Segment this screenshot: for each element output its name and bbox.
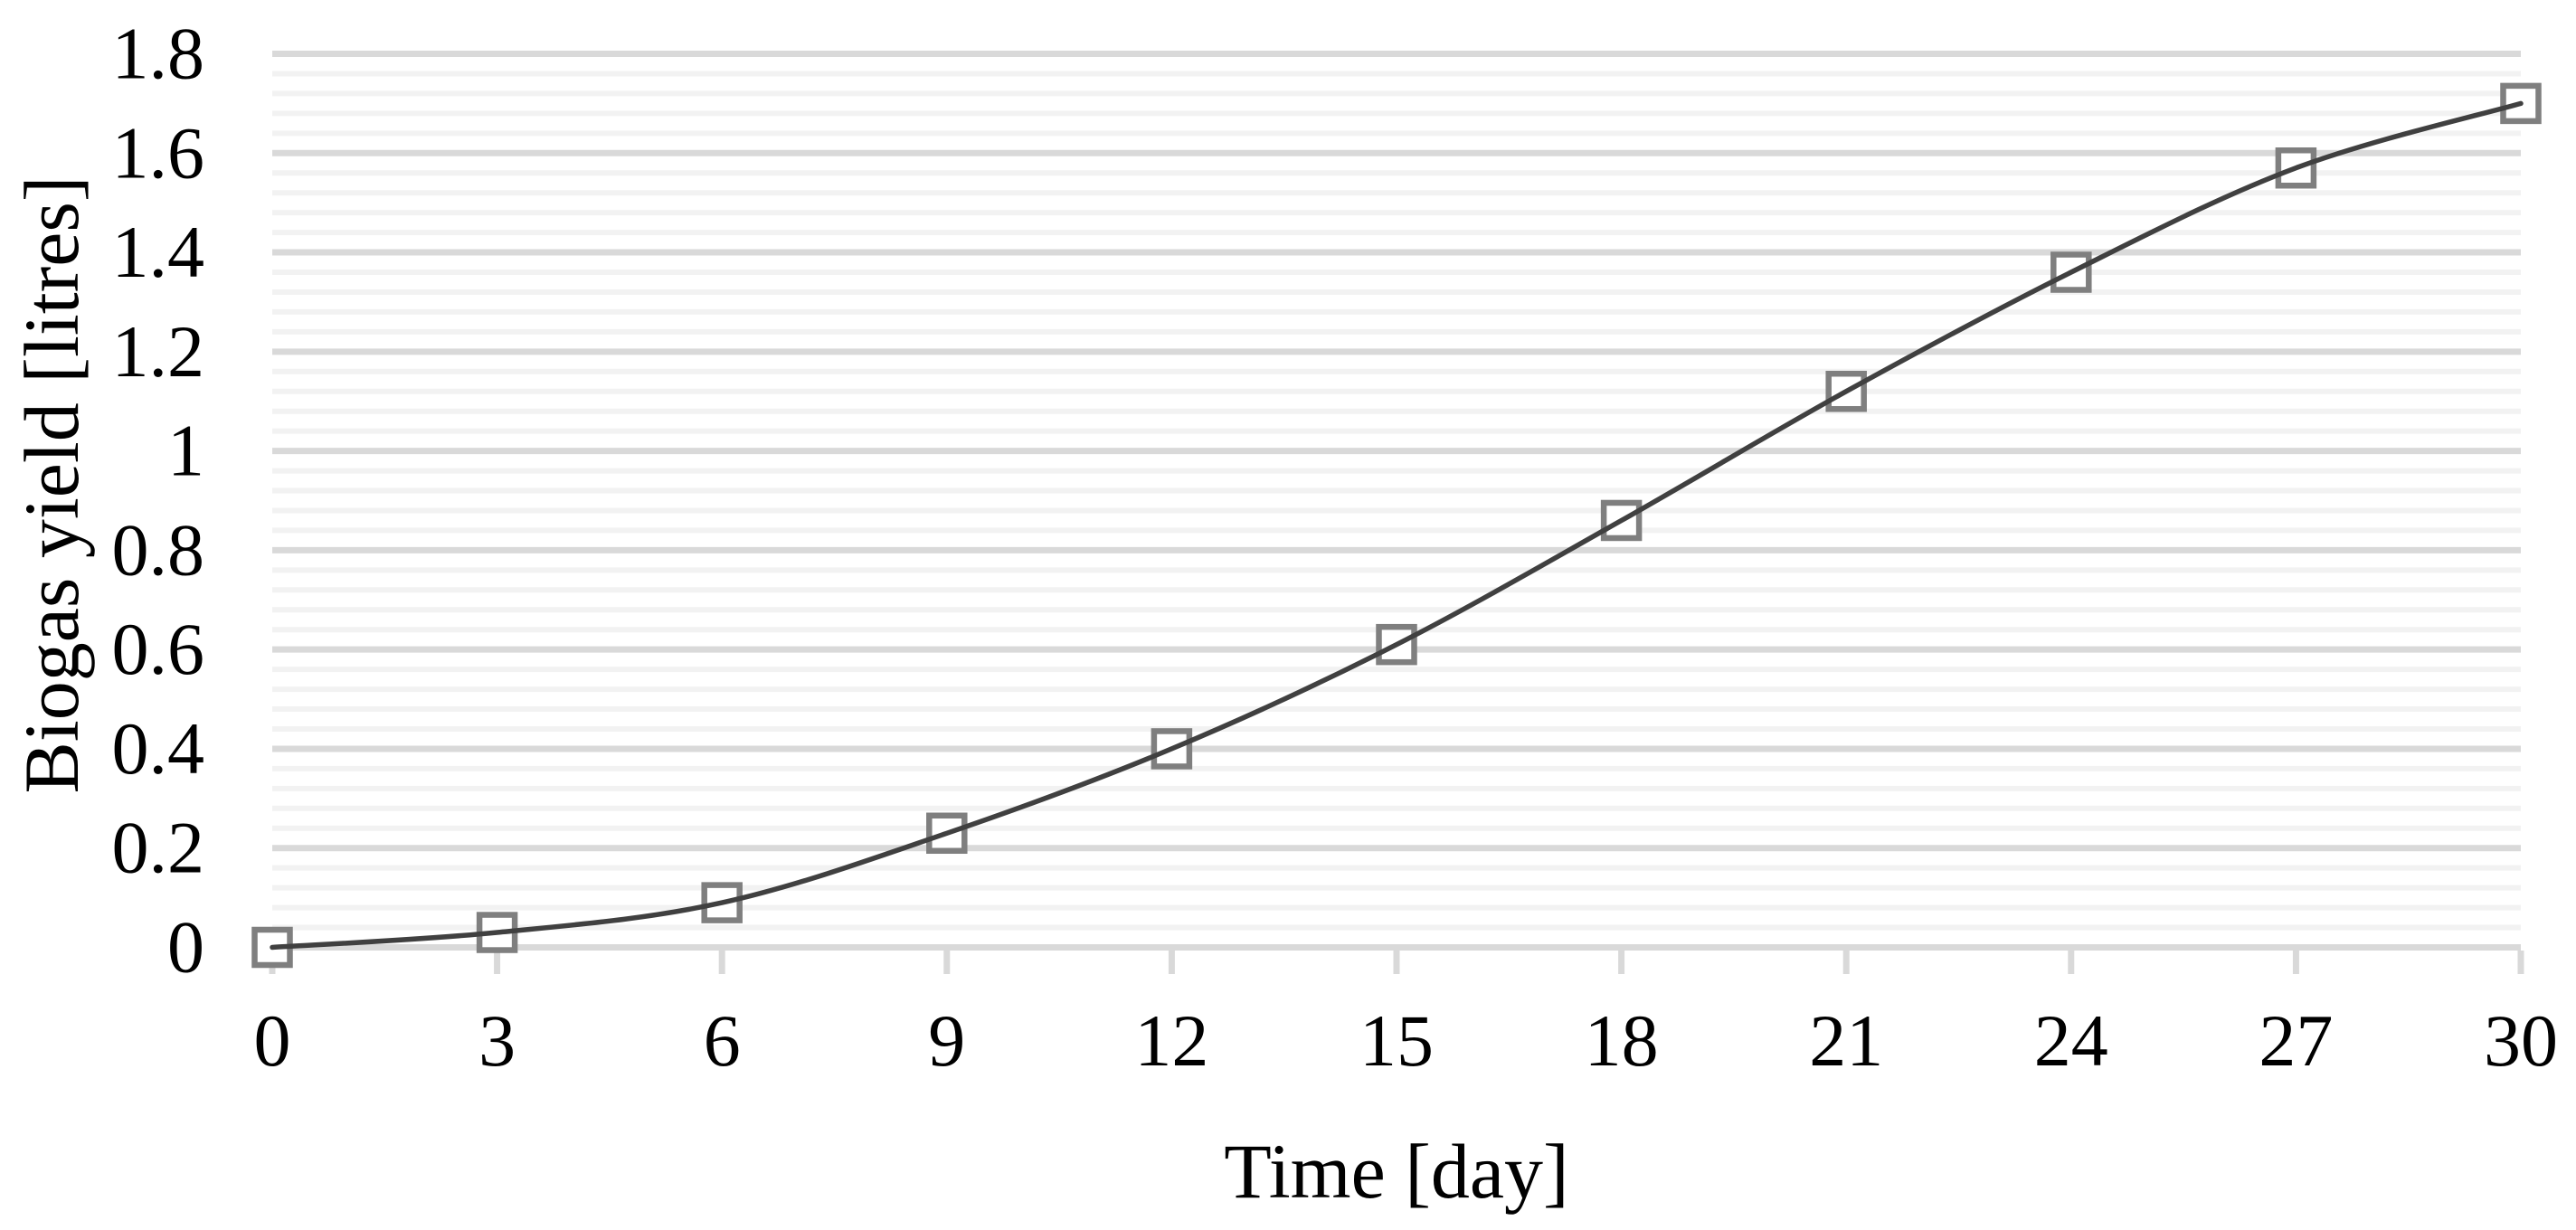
x-tick-mark: [1393, 951, 1400, 974]
x-tick-label: 12: [1134, 999, 1208, 1082]
x-tick-mark: [943, 951, 951, 974]
x-tick-label: 21: [1809, 999, 1883, 1082]
x-axis-title: Time [day]: [1224, 1128, 1569, 1215]
x-tick-mark: [2517, 951, 2524, 974]
y-tick-label: 1.4: [112, 211, 205, 293]
x-tick-mark: [2068, 951, 2075, 974]
y-tick-label: 0.4: [112, 707, 205, 790]
x-tick-label: 30: [2484, 999, 2558, 1082]
x-tick-label: 15: [1359, 999, 1434, 1082]
x-tick-mark: [2292, 951, 2299, 974]
y-tick-label: 1.6: [112, 111, 205, 194]
y-tick-label: 0: [167, 906, 204, 989]
x-tick-label: 27: [2259, 999, 2333, 1082]
x-tick-label: 9: [928, 999, 965, 1082]
x-tick-mark: [1618, 951, 1625, 974]
y-tick-label: 0.6: [112, 608, 205, 690]
data-point-marker: [1376, 623, 1417, 666]
x-tick-mark: [494, 951, 501, 974]
x-tick-mark: [1168, 951, 1175, 974]
x-tick-mark: [1842, 951, 1850, 974]
x-tick-label: 18: [1585, 999, 1659, 1082]
y-tick-label: 1.8: [112, 13, 205, 95]
biogas-yield-curve: [270, 100, 2524, 951]
y-tick-label: 0.8: [112, 508, 205, 591]
x-tick-label: 0: [254, 999, 291, 1082]
x-tick-label: 6: [704, 999, 741, 1082]
x-tick-label: 3: [478, 999, 516, 1082]
y-tick-label: 0.2: [112, 807, 205, 889]
x-tick-label: 24: [2034, 999, 2108, 1082]
x-tick-mark: [718, 951, 725, 974]
y-tick-label: 1: [167, 410, 204, 492]
y-axis-title: Biogas yield [litres]: [8, 175, 95, 794]
y-tick-label: 1.2: [112, 310, 205, 393]
